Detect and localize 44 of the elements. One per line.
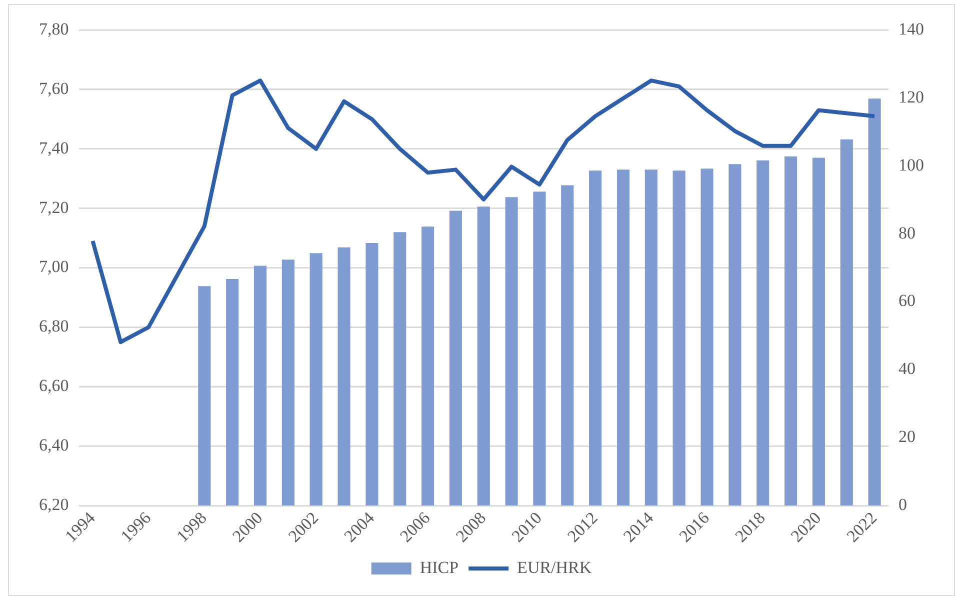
bar [672,170,686,506]
bar [644,170,658,506]
bar [616,170,630,506]
bar [366,242,378,506]
bar [533,192,546,506]
legend-label: HICP [420,558,459,577]
bar [394,232,406,506]
y-tick-label: 7,00 [39,257,69,276]
y-tick-label: 6,80 [39,316,69,336]
bar [477,206,490,506]
y2-tick-label: 40 [898,359,916,378]
y-tick-label: 6,60 [39,376,69,396]
bar [198,286,211,506]
y-tick-label: 6,20 [39,495,69,514]
bar [868,98,881,506]
bar [310,253,322,506]
legend-label: EUR/HRK [517,558,592,577]
bar [700,168,714,506]
bar [561,185,574,506]
y2-tick-label: 0 [898,495,907,514]
y2-tick-label: 60 [898,291,916,310]
y2-tick-label: 140 [898,19,924,38]
y2-tick-label: 120 [898,87,924,106]
y-tick-label: 7,40 [39,138,69,158]
y2-tick-label: 20 [898,427,916,446]
y-tick-label: 7,60 [39,78,69,98]
y2-tick-label: 100 [898,155,924,174]
bar [338,247,350,506]
bar [282,260,294,506]
bar [784,156,798,506]
y-tick-label: 7,20 [39,198,69,217]
bar [756,160,770,506]
bar [254,266,267,506]
bar [728,164,742,506]
bar [812,158,825,506]
y2-tick-label: 80 [898,223,916,242]
bar [840,139,853,506]
bar [422,226,434,506]
y-tick-label: 7,80 [39,19,69,38]
bar [589,170,602,506]
bar [449,210,462,506]
bar [226,278,239,506]
bar [505,197,518,506]
y-tick-label: 6,40 [39,436,69,455]
